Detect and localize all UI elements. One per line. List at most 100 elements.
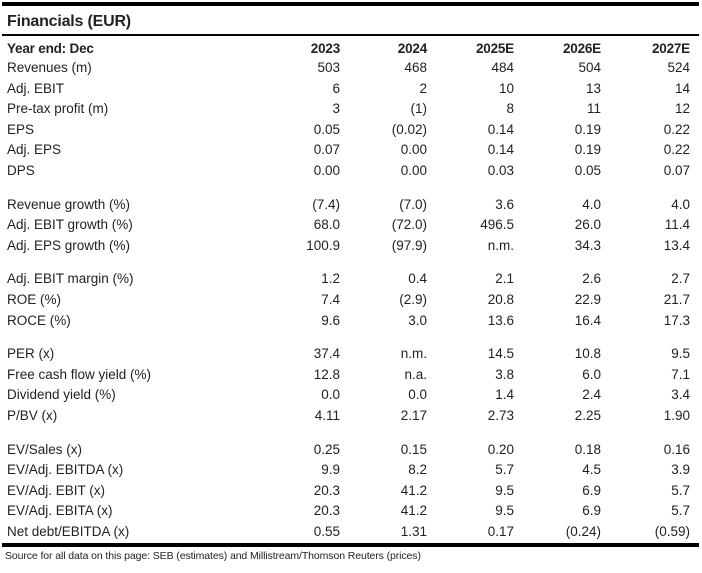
cell-value: 6.9 <box>582 482 601 498</box>
cell-value: 6.9 <box>582 503 601 519</box>
cell-value: 4.0 <box>671 196 690 212</box>
section-spacer-cell <box>2 427 699 440</box>
financials-table: Year end: Dec 2023 2024 2025E 2026E 2027… <box>2 36 699 542</box>
cell-value: 496.5 <box>480 217 514 233</box>
table-body: Revenues (m) 503 468 484 504 524 Adj. EBIT 6 2 10… <box>2 58 699 542</box>
cell-value: 2.7 <box>671 271 690 287</box>
table-row: Adj. EPS growth (%) 100.9 (97.9) n.m. 34.3 13… <box>2 236 699 257</box>
table-row: Adj. EBIT margin (%) 1.2 0.4 2.1 2.6 2.7 <box>2 269 699 290</box>
cell-value: 3.6 <box>495 196 514 212</box>
section-spacer-cell <box>2 331 699 344</box>
table-row: Adj. EPS 0.07 0.00 0.14 0.19 0.22 <box>2 140 699 161</box>
section-spacer <box>2 256 699 269</box>
cell-value: 0.07 <box>663 162 690 178</box>
cell-value: 0.14 <box>487 142 514 158</box>
row-label: DPS <box>7 162 35 178</box>
row-label: EPS <box>7 121 35 137</box>
cell-value: 0.00 <box>313 162 340 178</box>
cell-value: 41.2 <box>400 503 427 519</box>
row-label: Adj. EBIT growth (%) <box>7 217 133 233</box>
cell-value: 1.4 <box>495 387 514 403</box>
cell-value: 0.05 <box>313 121 340 137</box>
cell-value: n.m. <box>400 346 427 362</box>
cell-value: 3.0 <box>408 312 427 328</box>
cell-value: 3.8 <box>495 366 514 382</box>
cell-value: 8.2 <box>408 462 427 478</box>
row-label: PER (x) <box>7 346 55 362</box>
row-label: Revenues (m) <box>7 60 92 75</box>
cell-value: 0.20 <box>487 441 514 457</box>
cell-value: 13 <box>585 80 601 96</box>
cell-value: 11 <box>586 101 601 117</box>
row-label: EV/Adj. EBITDA (x) <box>7 462 124 478</box>
cell-value: 0.4 <box>408 271 427 287</box>
row-label: Adj. EBIT margin (%) <box>7 271 134 287</box>
row-label: Free cash flow yield (%) <box>7 366 152 382</box>
cell-value: 5.7 <box>671 482 690 498</box>
cell-value: 13.6 <box>487 312 514 328</box>
cell-value: 3 <box>332 101 340 117</box>
row-label: P/BV (x) <box>7 407 58 423</box>
table-row: Adj. EBIT 6 2 10 13 14 <box>2 79 699 100</box>
row-label: Revenue growth (%) <box>7 196 131 212</box>
cell-value: 2.6 <box>582 271 601 287</box>
row-label: ROCE (%) <box>7 312 71 328</box>
cell-value: 2.17 <box>400 407 427 423</box>
cell-value: 3.4 <box>671 387 690 403</box>
table-row: Dividend yield (%) 0.0 0.0 1.4 2.4 3.4 <box>2 385 699 406</box>
cell-value: (0.24) <box>565 523 601 539</box>
cell-value: 0.25 <box>313 441 340 457</box>
cell-value: 0.05 <box>574 162 601 178</box>
table-row: P/BV (x) 4.11 2.17 2.73 2.25 1.90 <box>2 406 699 427</box>
cell-value: 0.0 <box>321 387 340 403</box>
cell-value: 0.17 <box>487 523 514 539</box>
cell-value: 20.3 <box>313 482 340 498</box>
bottom-divider <box>2 543 699 548</box>
row-label: Pre-tax profit (m) <box>7 101 109 117</box>
table-row: DPS 0.00 0.00 0.03 0.05 0.07 <box>2 161 699 182</box>
row-label: EV/Adj. EBITA (x) <box>7 503 113 519</box>
cell-value: 100.9 <box>306 237 340 253</box>
row-label: Adj. EPS growth (%) <box>7 237 131 253</box>
cell-value: 14.5 <box>487 346 514 362</box>
row-label: ROE (%) <box>7 291 61 307</box>
cell-value: 2.73 <box>487 407 514 423</box>
cell-value: 7.4 <box>321 291 340 307</box>
cell-value: (72.0) <box>391 217 427 233</box>
cell-value: 4.5 <box>582 462 601 478</box>
cell-value: 26.0 <box>574 217 601 233</box>
cell-value: 9.5 <box>495 503 514 519</box>
table-header: Year end: Dec 2023 2024 2025E 2026E 2027… <box>2 36 699 58</box>
cell-value: 1.31 <box>400 523 427 539</box>
cell-value: 2.1 <box>495 271 514 287</box>
cell-value: 0.00 <box>400 162 427 178</box>
cell-value: 1.90 <box>663 407 690 423</box>
cell-value: 10.8 <box>574 346 601 362</box>
section-spacer <box>2 331 699 344</box>
cell-value: 41.2 <box>400 482 427 498</box>
row-label: Adj. EPS <box>7 142 62 158</box>
table-row: EPS 0.05 (0.02) 0.14 0.19 0.22 <box>2 120 699 141</box>
cell-value: 503 <box>317 60 340 75</box>
cell-value: (7.0) <box>399 196 427 212</box>
cell-value: 0.14 <box>487 121 514 137</box>
cell-value: 1.2 <box>321 271 340 287</box>
cell-value: 0.22 <box>663 121 690 137</box>
top-divider <box>2 2 699 6</box>
cell-value: 34.3 <box>574 237 601 253</box>
header-col-2025e: 2025E <box>475 41 514 56</box>
table-header-row: Year end: Dec 2023 2024 2025E 2026E 2027… <box>2 36 699 58</box>
cell-value: 22.9 <box>574 291 601 307</box>
cell-value: 6.0 <box>582 366 601 382</box>
cell-value: (7.4) <box>312 196 340 212</box>
cell-value: (2.9) <box>399 291 427 307</box>
cell-value: 2.25 <box>574 407 601 423</box>
cell-value: 68.0 <box>313 217 340 233</box>
cell-value: 11.4 <box>664 217 690 233</box>
cell-value: 5.7 <box>671 503 690 519</box>
row-label: Net debt/EBITDA (x) <box>7 523 130 539</box>
cell-value: 20.8 <box>487 291 514 307</box>
cell-value: 0.19 <box>574 142 601 158</box>
table-row: Revenues (m) 503 468 484 504 524 <box>2 58 699 79</box>
section-spacer-cell <box>2 182 699 195</box>
